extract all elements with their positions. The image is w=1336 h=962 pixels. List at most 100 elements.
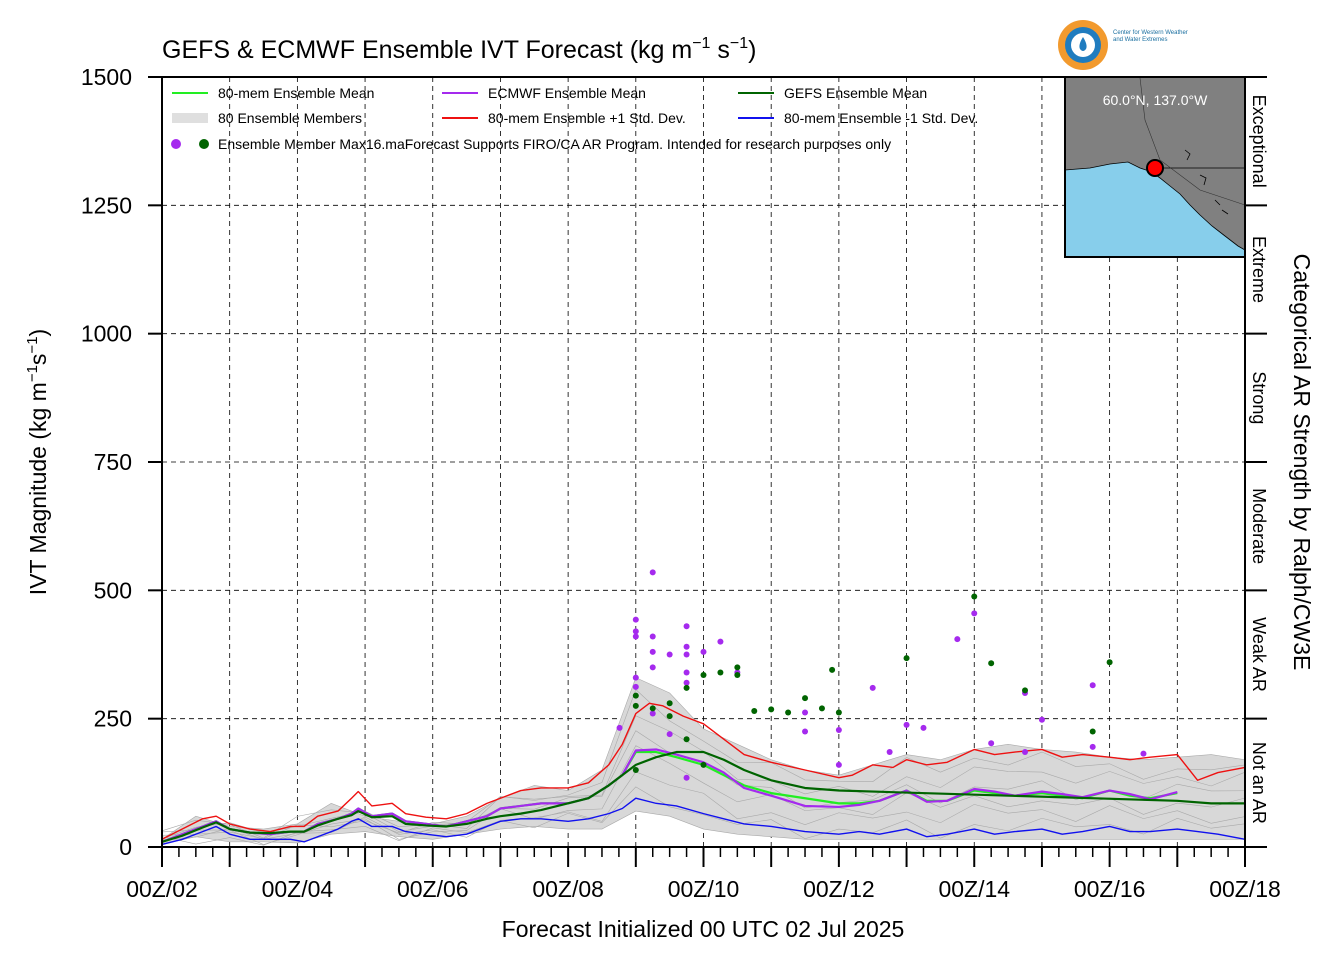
gefs-max-dot xyxy=(971,593,978,600)
ecmwf-max-dot xyxy=(700,648,707,655)
cw3e-logo-icon xyxy=(1058,20,1108,70)
category-label: Strong xyxy=(1249,371,1269,424)
ecmwf-max-dot xyxy=(954,636,961,643)
ecmwf-max-dot xyxy=(616,724,623,731)
ensemble-member-line xyxy=(161,745,1246,845)
legend-label: GEFS Ensemble Mean xyxy=(784,85,927,101)
y-tick-label: 250 xyxy=(94,706,132,732)
y-tick-label: 1000 xyxy=(81,321,132,347)
right-axis-label: Categorical AR Strength by Ralph/CW3E xyxy=(1289,254,1315,671)
category-label: Extreme xyxy=(1249,236,1269,303)
gefs-max-dot xyxy=(632,692,639,699)
y-tick-label: 1500 xyxy=(81,64,132,90)
legend: 80-mem Ensemble Mean ECMWF Ensemble Mean G… xyxy=(171,85,978,152)
series-line xyxy=(161,797,1246,846)
gefs-max-dot xyxy=(785,709,792,716)
y-tick-label: 500 xyxy=(94,577,132,603)
x-tick-label: 00Z/14 xyxy=(938,876,1010,902)
x-tick-label: 00Z/02 xyxy=(126,876,198,902)
category-label: Weak AR xyxy=(1249,617,1269,692)
gefs-max-dot xyxy=(700,761,707,768)
ecmwf-max-dot xyxy=(869,684,876,691)
ecmwf-max-dot xyxy=(835,761,842,768)
ecmwf-max-dot xyxy=(683,651,690,658)
ecmwf-max-dot xyxy=(802,728,809,735)
x-axis-label: Forecast Initialized 00 UTC 02 Jul 2025 xyxy=(502,916,905,942)
ecmwf-max-dot xyxy=(666,731,673,738)
ecmwf-max-dot xyxy=(1038,716,1045,723)
ecmwf-max-dot xyxy=(683,774,690,781)
legend-dots-label: Ensemble Member Max16.maForecast Support… xyxy=(218,136,891,152)
legend-label: 80 Ensemble Members xyxy=(218,110,362,126)
gefs-max-dot xyxy=(829,666,836,673)
ecmwf-max-dot xyxy=(632,633,639,640)
gefs-max-dot xyxy=(632,767,639,773)
ensemble-member-line xyxy=(161,771,1246,841)
gefs-max-dot xyxy=(683,736,690,743)
member-max-dots xyxy=(616,569,1147,781)
ecmwf-max-dot xyxy=(683,623,690,630)
gefs-max-dot xyxy=(734,672,741,679)
inset-map: 60.0°N, 137.0°W xyxy=(1064,76,1246,258)
x-tick-label: 00Z/08 xyxy=(532,876,604,902)
ecmwf-max-dot xyxy=(632,616,639,623)
inset-location-label: 60.0°N, 137.0°W xyxy=(1103,92,1208,108)
ecmwf-max-dot xyxy=(886,749,893,756)
ecmwf-max-dot xyxy=(632,674,639,681)
ecmwf-max-dot xyxy=(1140,750,1147,757)
ecmwf-max-dot xyxy=(920,724,927,731)
gefs-max-dot xyxy=(700,672,707,679)
gefs-max-dot xyxy=(1022,687,1029,694)
ecmwf-max-dot xyxy=(988,740,995,747)
gefs-max-dot xyxy=(988,660,995,667)
legend-gefs-dot xyxy=(199,139,209,149)
series-line xyxy=(161,702,1246,840)
category-label: Exceptional xyxy=(1249,95,1269,188)
legend-label: 80-mem Ensemble Mean xyxy=(218,85,374,101)
gefs-max-dot xyxy=(818,705,825,712)
legend-label: 80-mem Ensemble +1 Std. Dev. xyxy=(488,110,686,126)
ecmwf-max-dot xyxy=(632,683,639,690)
x-tick-label: 00Z/18 xyxy=(1209,876,1281,902)
ecmwf-max-dot xyxy=(683,669,690,676)
gefs-max-dot xyxy=(903,655,910,662)
ecmwf-max-dot xyxy=(835,726,842,733)
y-tick-label: 1250 xyxy=(81,192,132,218)
series-lines xyxy=(161,702,1246,846)
ecmwf-max-dot xyxy=(649,569,656,576)
y-tick-label: 0 xyxy=(119,834,132,860)
legend-ecmwf-dot xyxy=(171,139,181,149)
ecmwf-max-dot xyxy=(649,710,656,717)
ecmwf-max-dot xyxy=(683,679,690,686)
gefs-max-dot xyxy=(649,705,656,712)
gefs-max-dot xyxy=(666,700,673,707)
ensemble-member-line xyxy=(161,786,1246,846)
ecmwf-max-dot xyxy=(649,648,656,655)
axis-ticks: 0 250 500 750 1000 1250 1500 00Z/02 00Z/04 00Z/06… xyxy=(81,64,1281,902)
gefs-max-dot xyxy=(1089,728,1096,735)
gefs-max-dot xyxy=(666,713,673,720)
gefs-max-dot xyxy=(802,695,809,702)
ecmwf-max-dot xyxy=(649,633,656,640)
ecmwf-max-dot xyxy=(1089,743,1096,750)
x-tick-label: 00Z/16 xyxy=(1074,876,1146,902)
gefs-max-dot xyxy=(751,707,758,714)
ar-categories: Not an AR Weak AR Moderate Strong Extreme Exc… xyxy=(1245,76,1269,848)
chart-title: GEFS & ECMWF Ensemble IVT Forecast (kg m… xyxy=(162,35,756,64)
gefs-max-dot xyxy=(768,706,775,713)
gefs-max-dot xyxy=(734,664,741,671)
gefs-max-dot xyxy=(1106,659,1113,666)
category-label: Not an AR xyxy=(1249,742,1269,824)
ecmwf-max-dot xyxy=(632,628,639,635)
ecmwf-max-dot xyxy=(717,638,724,645)
category-label: Moderate xyxy=(1249,488,1269,564)
x-tick-label: 00Z/12 xyxy=(803,876,875,902)
gefs-max-dot xyxy=(632,702,639,709)
x-tick-label: 00Z/04 xyxy=(262,876,334,902)
logo-text: Center for Western Weather and Water Ext… xyxy=(1113,30,1188,44)
ecmwf-max-dot xyxy=(1089,682,1096,689)
gefs-max-dot xyxy=(835,709,842,716)
gefs-max-dot xyxy=(717,669,724,676)
logo-line-2: and Water Extremes xyxy=(1113,37,1168,43)
ecmwf-max-dot xyxy=(649,664,656,671)
